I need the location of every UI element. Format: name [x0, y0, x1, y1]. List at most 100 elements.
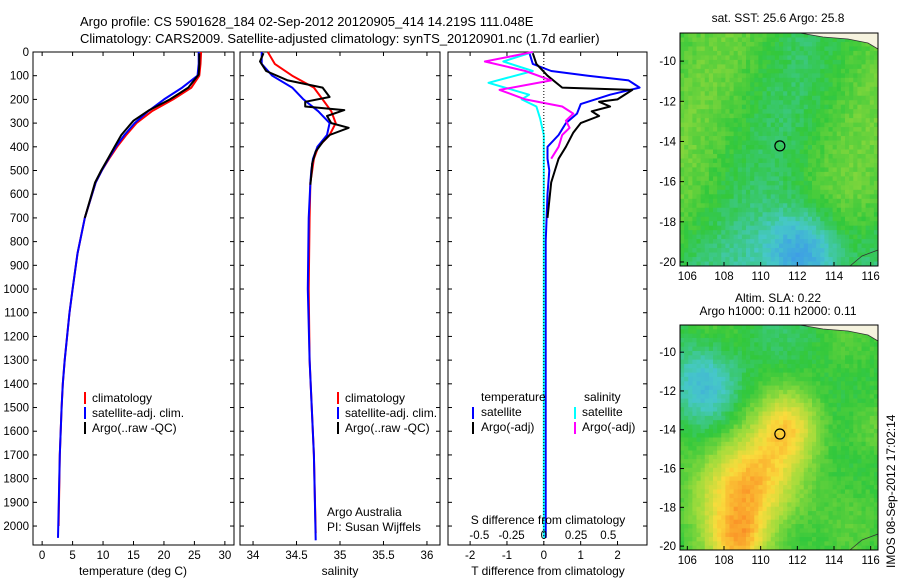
map-cell [779, 454, 784, 460]
map-cell [750, 167, 755, 173]
map-cell [700, 459, 706, 464]
map-cell [696, 346, 702, 352]
map-cell [791, 480, 796, 486]
map-cell [692, 359, 697, 365]
map-cell [861, 402, 867, 408]
map-cell [721, 359, 726, 365]
map-cell [717, 82, 722, 88]
map-cell [853, 59, 858, 65]
map-cell [708, 153, 714, 159]
map-cell [758, 153, 763, 159]
map-cell [840, 411, 846, 417]
map-cell [807, 411, 813, 417]
map-cell [779, 437, 784, 443]
map-cell [783, 257, 788, 262]
map-cell [865, 454, 871, 460]
map-cell [733, 325, 739, 330]
depth-tick-label: 1100 [4, 308, 29, 320]
map-cell [840, 355, 846, 361]
map-cell [869, 73, 875, 79]
map-cell [861, 394, 867, 399]
map-cell [812, 498, 817, 503]
map-cell [840, 221, 846, 227]
map-cell [721, 234, 726, 240]
map-cell [824, 153, 829, 159]
map-cell [869, 122, 875, 128]
map-cell [746, 207, 751, 213]
map-cell [737, 41, 743, 47]
map-cell [812, 489, 817, 495]
map-cell [713, 463, 718, 469]
map-cell [807, 515, 813, 521]
map-cell [857, 180, 862, 186]
map-cell [869, 216, 875, 222]
map-cell [721, 127, 726, 132]
map-cell [828, 424, 834, 430]
map-cell [857, 261, 862, 267]
map-cell [746, 136, 751, 141]
map-cell [845, 502, 850, 508]
map-cell [684, 511, 689, 516]
map-cell [733, 33, 739, 38]
map-cell [873, 359, 879, 365]
map-cell [803, 363, 809, 369]
map-cell [799, 502, 805, 508]
map-cell [861, 212, 867, 218]
map-cell [853, 86, 858, 92]
map-cell [824, 50, 829, 56]
map-cell [721, 33, 726, 38]
map-cell [741, 41, 747, 47]
map-cell [828, 158, 834, 164]
map-cell [713, 207, 718, 213]
map-cell [717, 506, 722, 512]
map-cell [766, 363, 772, 369]
map-cell [857, 234, 862, 240]
map-cell [704, 424, 710, 430]
map-cell [791, 221, 796, 227]
map-cell [700, 433, 706, 438]
map-cell [688, 234, 693, 240]
map-cell [803, 398, 809, 404]
map-cell [849, 506, 854, 512]
map-cell [865, 194, 871, 200]
map-cell [684, 198, 689, 204]
map-cell [824, 104, 829, 110]
map-cell [733, 389, 739, 395]
map-cell [857, 176, 862, 182]
map-cell [770, 203, 776, 209]
map-cell [741, 122, 747, 128]
map-cell [861, 100, 867, 106]
map-cell [820, 68, 825, 74]
map-cell [754, 415, 759, 421]
map-cell [708, 234, 714, 240]
map-cell [746, 82, 751, 88]
map-cell [704, 50, 710, 56]
map-cell [762, 420, 768, 425]
map-cell [725, 113, 730, 119]
map-cell [799, 411, 805, 417]
map-cell [762, 257, 768, 262]
map-cell [849, 398, 854, 404]
map-cell [787, 37, 792, 43]
series-line-temperature-argo-adj [531, 52, 634, 219]
map-cell [840, 485, 846, 490]
map-cell [824, 239, 829, 244]
map-cell [845, 198, 850, 204]
map-cell [733, 493, 739, 499]
map-cell [869, 463, 875, 469]
map-cell [783, 171, 788, 177]
x-tick-label: -2 [465, 550, 475, 562]
map-cell [865, 243, 871, 249]
map-cell [737, 359, 743, 365]
map-cell [684, 450, 689, 456]
map-cell [779, 415, 784, 421]
map-cell [713, 185, 718, 191]
map-cell [762, 363, 768, 369]
map-cell [816, 333, 821, 339]
map-cell [713, 216, 718, 222]
map-cell [816, 104, 821, 110]
map-cell [717, 189, 722, 195]
map-cell [873, 257, 879, 262]
map-cell [787, 381, 792, 386]
map-cell [832, 95, 838, 101]
